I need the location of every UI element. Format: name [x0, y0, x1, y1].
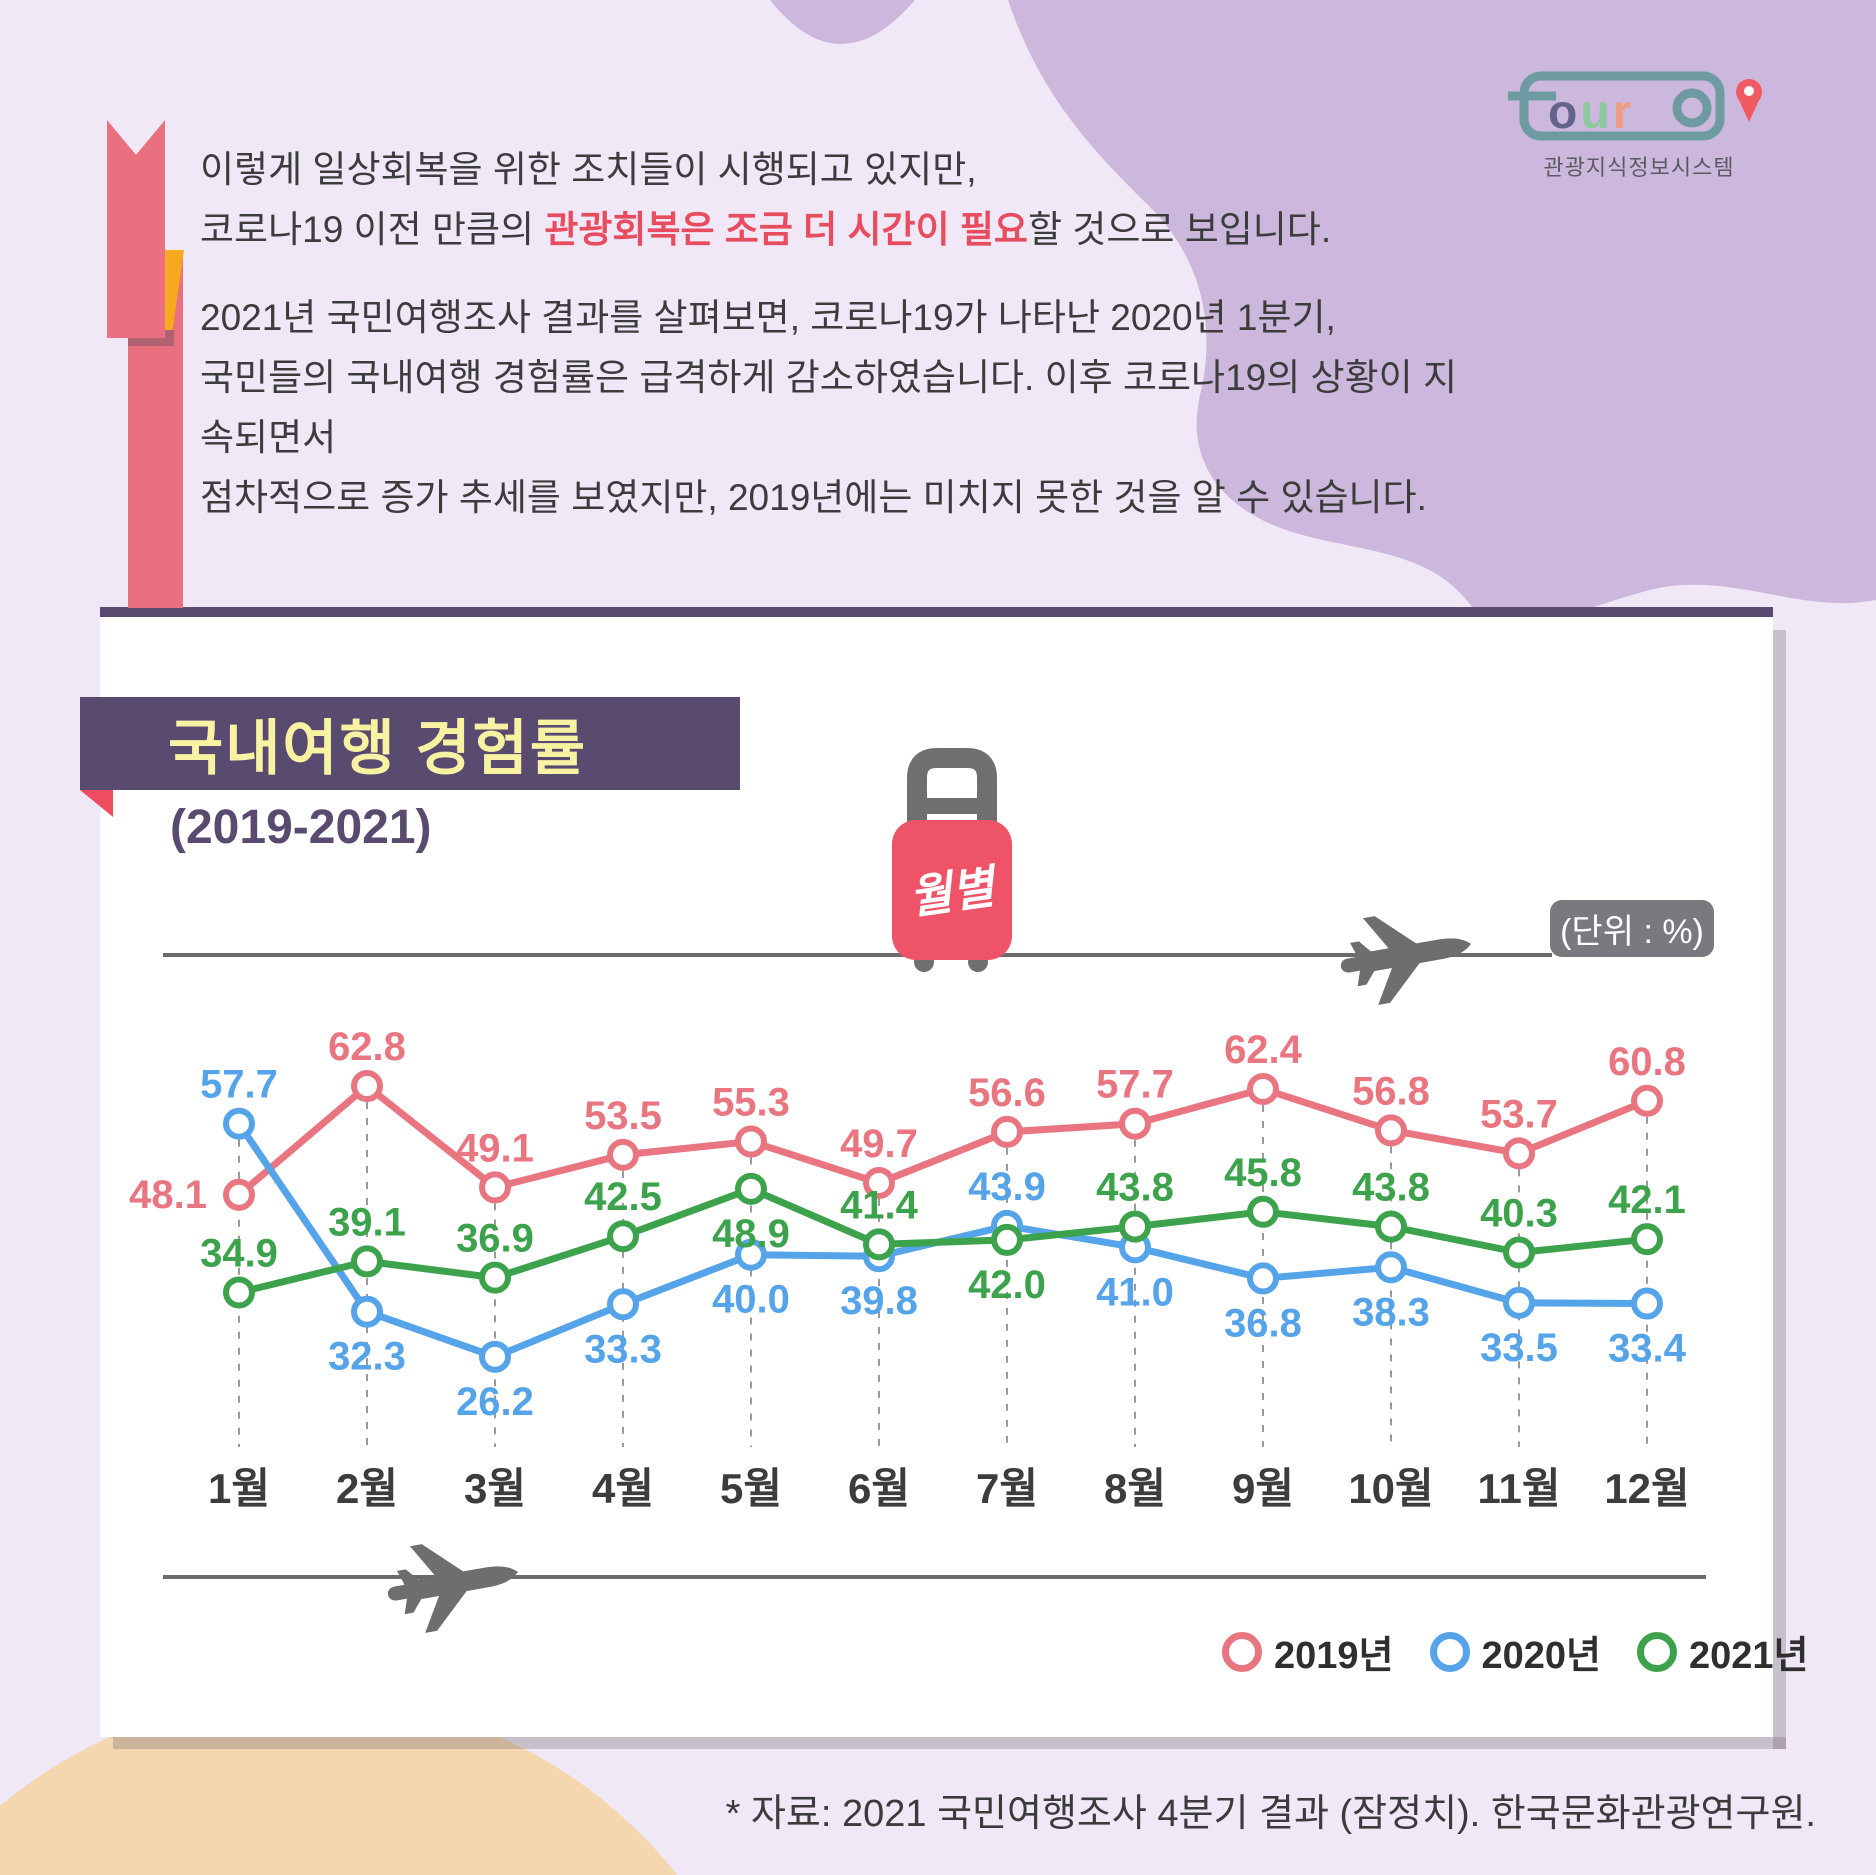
card-shadow — [1773, 630, 1786, 1749]
card-top-border — [100, 607, 1773, 617]
intro-line: 이렇게 일상회복을 위한 조치들이 시행되고 있지만, — [200, 149, 977, 190]
legend-ring-icon — [1637, 1631, 1677, 1672]
page-title: 국내여행 경험률 — [168, 715, 588, 782]
logo-letter-o: o — [1548, 86, 1580, 139]
period-subtitle: (2019-2021) — [170, 801, 432, 854]
legend-item-2019년: 2019년 — [1222, 1624, 1394, 1679]
intro-text: 이렇게 일상회복을 위한 조치들이 시행되고 있지만, 코로나19 이전 만큼의… — [200, 140, 1460, 528]
unit-badge: (단위 : %) — [1550, 900, 1714, 957]
legend-ring-icon — [1429, 1631, 1470, 1672]
source-note: * 자료: 2021 국민여행조사 4분기 결과 (잠정치). 한국문화관광연구… — [725, 1793, 1816, 1835]
map-pin-icon — [1736, 79, 1762, 122]
highlighted-text: 관광회복은 조금 더 시간이 필요 — [544, 209, 1028, 250]
background-blob — [770, 0, 1876, 625]
legend-label: 2021년 — [1689, 1635, 1809, 1677]
intro-line: 국민들의 국내여행 경험률은 급격하게 감소하였습니다. 이후 코로나19의 상… — [200, 357, 1457, 458]
tour9-logo: our — [1508, 71, 1762, 141]
legend-item-2021년: 2021년 — [1637, 1624, 1809, 1679]
legend-ring-icon — [1222, 1631, 1262, 1672]
legend-label: 2020년 — [1481, 1635, 1602, 1677]
intro-line: 점차적으로 증가 추세를 보였지만, 2019년에는 미치지 못한 것을 알 수… — [200, 477, 1427, 518]
svg-text:our: our — [1548, 86, 1634, 139]
title-banner: 국내여행 경험률 — [80, 697, 740, 790]
intro-line: 2021년 국민여행조사 결과를 살펴보면, 코로나19가 나타난 2020년 … — [200, 297, 1336, 338]
legend-item-2020년: 2020년 — [1429, 1624, 1602, 1679]
intro-line: 코로나19 이전 만큼의 관광회복은 조금 더 시간이 필요할 것으로 보입니다… — [200, 209, 1332, 250]
bookmark-ribbon-icon — [107, 120, 165, 338]
card-shadow — [113, 1737, 1786, 1749]
logo-letter-r: r — [1613, 86, 1635, 139]
chart-legend: 2019년 2020년 2021년 — [1222, 1624, 1809, 1679]
legend-label: 2019년 — [1274, 1635, 1394, 1677]
logo-caption: 관광지식정보시스템 — [1543, 155, 1735, 180]
logo-letter-u: u — [1580, 86, 1612, 139]
